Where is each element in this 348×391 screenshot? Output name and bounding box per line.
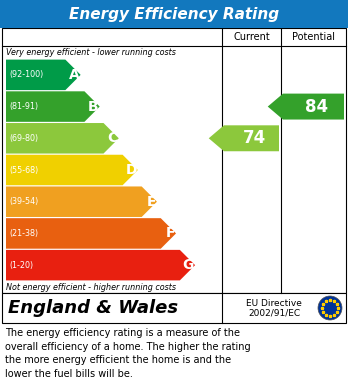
Polygon shape	[6, 123, 119, 154]
Text: EU Directive: EU Directive	[246, 300, 302, 308]
Polygon shape	[6, 59, 81, 90]
Text: (21-38): (21-38)	[9, 229, 38, 238]
Text: A: A	[69, 68, 80, 82]
Polygon shape	[6, 155, 138, 185]
Text: G: G	[183, 258, 194, 272]
Text: (55-68): (55-68)	[9, 165, 38, 174]
Text: E: E	[147, 195, 156, 209]
Text: Current: Current	[233, 32, 270, 42]
Text: 74: 74	[243, 129, 266, 147]
Polygon shape	[268, 93, 344, 120]
Text: Very energy efficient - lower running costs: Very energy efficient - lower running co…	[6, 48, 176, 57]
Bar	[2, 293, 346, 323]
Text: 84: 84	[305, 98, 328, 116]
Text: C: C	[108, 131, 118, 145]
Text: Energy Efficiency Rating: Energy Efficiency Rating	[69, 7, 279, 22]
Text: 2002/91/EC: 2002/91/EC	[248, 308, 300, 317]
Text: Not energy efficient - higher running costs: Not energy efficient - higher running co…	[6, 283, 176, 292]
Text: B: B	[88, 100, 99, 113]
Bar	[0, 0, 348, 28]
Polygon shape	[6, 187, 157, 217]
Polygon shape	[6, 91, 100, 122]
Circle shape	[318, 296, 342, 320]
Polygon shape	[209, 126, 279, 151]
Text: (69-80): (69-80)	[9, 134, 38, 143]
Text: F: F	[166, 226, 175, 240]
Text: England & Wales: England & Wales	[8, 299, 178, 317]
Text: Potential: Potential	[292, 32, 335, 42]
Text: (81-91): (81-91)	[9, 102, 38, 111]
Bar	[2, 28, 346, 293]
Polygon shape	[6, 218, 176, 249]
Text: D: D	[125, 163, 137, 177]
Text: (92-100): (92-100)	[9, 70, 43, 79]
Text: (39-54): (39-54)	[9, 197, 38, 206]
Text: (1-20): (1-20)	[9, 261, 33, 270]
Text: The energy efficiency rating is a measure of the
overall efficiency of a home. T: The energy efficiency rating is a measur…	[5, 328, 251, 379]
Polygon shape	[6, 250, 195, 280]
